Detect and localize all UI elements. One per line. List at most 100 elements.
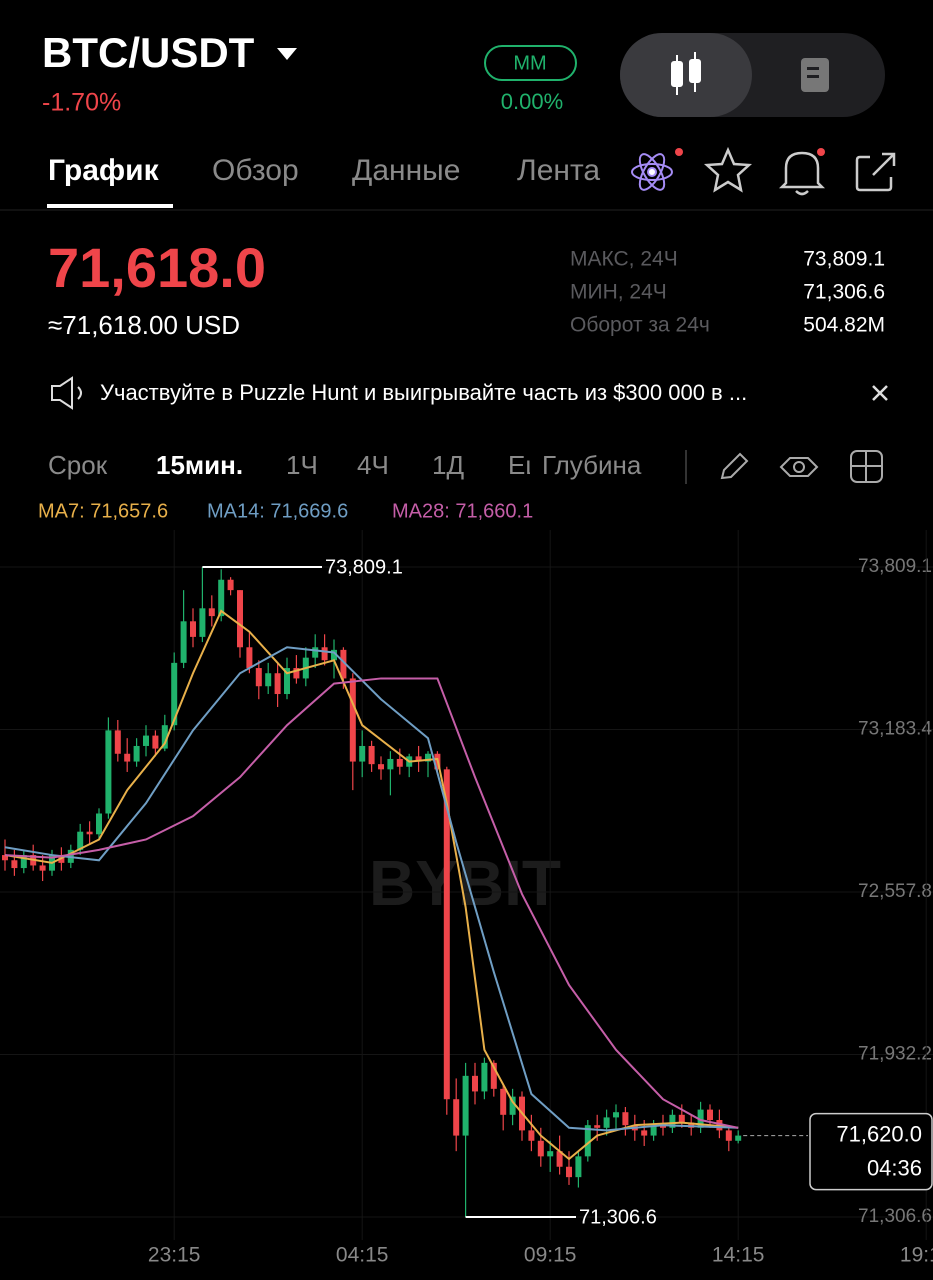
dropdown-arrow[interactable]	[277, 48, 297, 60]
candle-body	[208, 608, 215, 617]
x-tick-label: 09:15	[524, 1244, 577, 1267]
chart: BYBIT73,809.173,183.472,557.871,932.271,…	[0, 530, 933, 1267]
candle-body	[425, 753, 431, 762]
candle-body	[613, 1112, 619, 1118]
bell-icon[interactable]	[778, 148, 826, 196]
candle-body	[575, 1156, 582, 1178]
x-tick-label: 14:15	[712, 1244, 765, 1267]
candle-body	[368, 745, 375, 765]
candle-body	[39, 865, 46, 871]
stat-label: МАКС, 24Ч	[570, 248, 678, 271]
ma-legend: MA28: 71,660.1	[392, 500, 533, 522]
candle-body	[171, 662, 178, 726]
ma-line	[4, 646, 739, 1132]
news-icon	[801, 58, 829, 92]
tab[interactable]: Данные	[352, 154, 460, 187]
candle-body	[641, 1130, 648, 1136]
y-tick-label: 71,306.6	[858, 1206, 932, 1227]
grid-icon[interactable]	[850, 450, 883, 483]
mm-pill[interactable]	[484, 45, 577, 81]
candle-body	[387, 758, 394, 770]
timeframe[interactable]: Срок	[48, 450, 108, 480]
close-icon[interactable]	[872, 385, 888, 401]
candle-body	[255, 668, 262, 687]
tab[interactable]: График	[48, 154, 160, 187]
draw-icon[interactable]	[720, 452, 749, 480]
candle-body	[124, 753, 131, 762]
speaker-icon	[51, 376, 82, 410]
mm-label[interactable]: MM	[513, 52, 546, 74]
symbol[interactable]: BTC/USDT	[42, 29, 255, 76]
candle-body	[11, 860, 18, 869]
low-label: 71,306.6	[579, 1206, 657, 1228]
candle-body	[199, 608, 206, 637]
x-tick-label: 23:15	[148, 1244, 201, 1267]
countdown: 04:36	[867, 1155, 922, 1180]
candle-body	[415, 756, 422, 762]
candle-body	[378, 764, 384, 770]
candle-body	[227, 579, 234, 591]
share-icon[interactable]	[855, 152, 896, 192]
timeframe[interactable]: 1Д	[432, 450, 464, 480]
candle-body	[340, 649, 347, 679]
timeframe[interactable]: 15мин.	[156, 450, 243, 480]
tab[interactable]: Лента	[517, 154, 600, 187]
y-tick-label: 71,932.2	[858, 1044, 932, 1065]
candle-body	[237, 590, 243, 648]
candle-body	[246, 647, 253, 669]
candle-body	[180, 621, 187, 663]
y-tick-label: 73,809.1	[858, 556, 932, 577]
stat-label: МИН, 24Ч	[570, 281, 667, 304]
candle-body	[96, 813, 102, 835]
candle-body	[490, 1062, 497, 1089]
last-price-box	[809, 1112, 933, 1191]
timeframe[interactable]: 1Ч	[286, 450, 318, 480]
candle-body	[443, 769, 450, 1100]
star-icon[interactable]	[703, 146, 753, 193]
tab-underline	[47, 204, 173, 208]
candle-body	[77, 831, 84, 850]
stat-value: 73,809.1	[803, 248, 885, 271]
candle-body	[556, 1151, 563, 1167]
candle-body	[500, 1088, 507, 1115]
candle-body	[152, 735, 159, 749]
candle-body	[537, 1140, 544, 1157]
x-tick-label: 19:15	[900, 1244, 933, 1267]
candle-body	[161, 725, 168, 749]
candle-body	[20, 855, 27, 869]
candle-body	[547, 1151, 554, 1157]
mm-value: 0.00%	[501, 89, 563, 114]
candle-body	[312, 647, 319, 658]
candle-body	[218, 579, 225, 617]
timeframe[interactable]: Ещё	[508, 450, 561, 480]
candle-body	[594, 1125, 601, 1128]
candle-body	[143, 735, 149, 746]
ai-icon[interactable]	[631, 148, 683, 193]
timeframe[interactable]: Глубина	[542, 450, 642, 480]
high-label: 73,809.1	[325, 556, 403, 578]
toggle-active[interactable]	[620, 33, 752, 117]
timeframe[interactable]: 4Ч	[357, 450, 389, 480]
candle-body	[274, 673, 281, 695]
candle-body	[105, 730, 112, 814]
ma-line	[4, 609, 739, 1161]
last-price: 71,618.0	[48, 236, 266, 299]
candle-body	[528, 1130, 535, 1141]
candle-body	[650, 1125, 657, 1136]
candle-body	[86, 831, 93, 835]
banner[interactable]: Участвуйте в Puzzle Hunt и выигрывайте ч…	[100, 380, 747, 405]
stat-value: 504.82M	[803, 314, 885, 337]
indicator-icon[interactable]	[779, 457, 819, 477]
stat-label: Оборот за 24ч	[570, 314, 710, 337]
ma-legend: MA7: 71,657.6	[38, 500, 168, 522]
y-tick-label: 73,183.4	[858, 719, 932, 740]
tab[interactable]: Обзор	[212, 154, 299, 187]
candle-body	[735, 1135, 742, 1141]
candle-body	[669, 1114, 676, 1128]
candle-body	[284, 668, 290, 695]
candle-body	[321, 647, 328, 661]
candle-body	[114, 730, 121, 754]
candle-icon	[671, 52, 701, 95]
candle-body	[509, 1096, 516, 1115]
